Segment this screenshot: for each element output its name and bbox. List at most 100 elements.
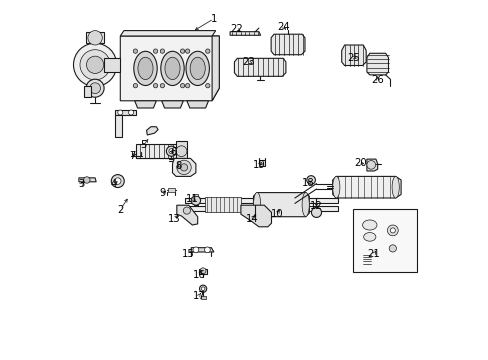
Ellipse shape: [302, 192, 309, 216]
Circle shape: [201, 287, 204, 291]
Text: 20: 20: [353, 158, 366, 168]
Circle shape: [86, 79, 104, 97]
Circle shape: [185, 84, 189, 88]
Polygon shape: [167, 188, 175, 192]
Text: 1: 1: [210, 14, 217, 24]
Circle shape: [153, 84, 158, 88]
Text: 12: 12: [309, 201, 322, 211]
Polygon shape: [177, 205, 197, 225]
Circle shape: [199, 285, 206, 292]
Circle shape: [386, 225, 397, 236]
Ellipse shape: [161, 51, 184, 85]
Circle shape: [180, 84, 184, 88]
Polygon shape: [176, 141, 186, 161]
Text: 25: 25: [346, 53, 359, 63]
Text: 16: 16: [193, 270, 205, 280]
Circle shape: [80, 50, 110, 80]
Ellipse shape: [363, 233, 375, 241]
Text: 26: 26: [370, 75, 383, 85]
Text: 5: 5: [140, 140, 146, 150]
Circle shape: [133, 49, 137, 53]
Polygon shape: [341, 45, 366, 66]
Ellipse shape: [134, 51, 157, 85]
Polygon shape: [120, 31, 215, 36]
Polygon shape: [193, 194, 198, 196]
Circle shape: [389, 228, 394, 233]
Text: 4: 4: [111, 179, 117, 189]
Ellipse shape: [332, 176, 339, 198]
Polygon shape: [366, 159, 377, 171]
Ellipse shape: [164, 57, 180, 80]
Text: 13: 13: [168, 214, 180, 224]
Circle shape: [114, 178, 121, 184]
Ellipse shape: [190, 57, 205, 80]
Ellipse shape: [138, 57, 153, 80]
Polygon shape: [79, 178, 96, 182]
Polygon shape: [191, 248, 213, 252]
Text: 23: 23: [242, 57, 255, 67]
Text: 14: 14: [245, 214, 258, 224]
Polygon shape: [115, 115, 122, 137]
Polygon shape: [253, 193, 309, 217]
Text: 7: 7: [129, 150, 135, 161]
Circle shape: [205, 84, 209, 88]
Ellipse shape: [253, 192, 260, 216]
Circle shape: [191, 196, 200, 205]
Circle shape: [168, 149, 174, 154]
Circle shape: [133, 84, 137, 88]
Ellipse shape: [391, 176, 399, 198]
Polygon shape: [146, 127, 158, 135]
Circle shape: [180, 164, 187, 171]
Circle shape: [205, 49, 209, 53]
Polygon shape: [185, 206, 337, 211]
Polygon shape: [162, 101, 183, 108]
Text: 17: 17: [192, 291, 205, 301]
Circle shape: [183, 207, 190, 214]
Polygon shape: [270, 34, 305, 55]
Polygon shape: [136, 151, 179, 158]
Circle shape: [160, 84, 164, 88]
Text: 19: 19: [252, 160, 264, 170]
Text: 3: 3: [79, 179, 85, 189]
Circle shape: [89, 83, 101, 94]
Text: 9: 9: [159, 188, 165, 198]
Polygon shape: [199, 269, 206, 274]
Circle shape: [306, 176, 315, 184]
Polygon shape: [120, 36, 219, 101]
Circle shape: [185, 49, 189, 53]
Polygon shape: [366, 53, 387, 75]
Text: 22: 22: [230, 24, 243, 34]
Polygon shape: [200, 296, 205, 299]
Polygon shape: [86, 32, 104, 43]
Polygon shape: [234, 58, 285, 76]
Polygon shape: [172, 158, 196, 176]
Circle shape: [166, 146, 176, 156]
Polygon shape: [115, 110, 136, 115]
Polygon shape: [332, 176, 400, 198]
Circle shape: [160, 49, 164, 53]
Text: 24: 24: [277, 22, 289, 32]
Polygon shape: [204, 197, 241, 212]
Text: 18: 18: [302, 178, 314, 188]
Circle shape: [118, 110, 122, 115]
Circle shape: [176, 146, 186, 157]
Polygon shape: [84, 86, 91, 97]
Polygon shape: [185, 198, 337, 203]
Circle shape: [193, 247, 199, 253]
Text: 6: 6: [170, 147, 176, 157]
Bar: [352, 209, 416, 272]
Polygon shape: [258, 160, 265, 166]
Text: 21: 21: [367, 249, 380, 259]
Circle shape: [153, 49, 158, 53]
Text: 10: 10: [270, 209, 283, 219]
Ellipse shape: [185, 51, 209, 85]
Circle shape: [177, 160, 191, 175]
Polygon shape: [241, 205, 271, 227]
Text: 8: 8: [176, 161, 182, 171]
Circle shape: [311, 207, 321, 217]
Circle shape: [200, 268, 205, 274]
Polygon shape: [230, 32, 260, 35]
Circle shape: [388, 245, 396, 252]
Polygon shape: [134, 101, 156, 108]
Circle shape: [73, 43, 117, 86]
